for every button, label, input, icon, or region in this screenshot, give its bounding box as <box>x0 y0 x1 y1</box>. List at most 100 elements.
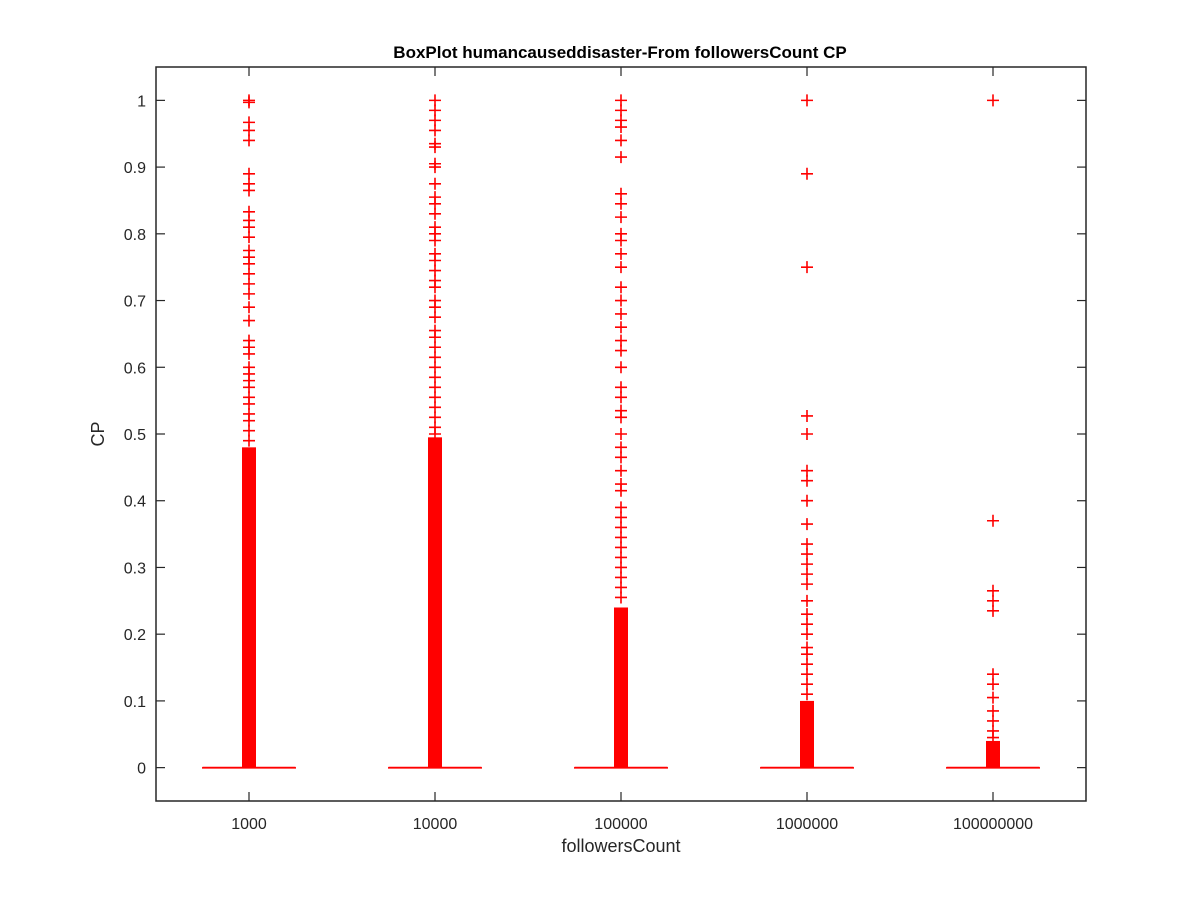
y-tick-label-7: 0.7 <box>124 294 146 311</box>
outlier-1000-3 <box>243 124 255 137</box>
outlier-1000000-17 <box>801 628 813 641</box>
outlier-1000-5 <box>243 167 255 180</box>
outlier-1000000-3 <box>801 409 813 422</box>
outlier-1000000-5 <box>801 464 813 477</box>
outlier-100000000-7 <box>987 691 999 704</box>
outlier-100000000-2 <box>987 584 999 597</box>
outlier-100000-6 <box>615 187 627 200</box>
box-10000 <box>388 767 482 769</box>
outlier-1000000-14 <box>801 594 813 607</box>
plot-area: 0 0.1 0.2 0.3 0.4 0.5 0.6 0.7 0.8 0.9 1 1000 10000 10… <box>124 67 1086 833</box>
outlier-100000-17 <box>615 334 627 347</box>
outlier-100000-1 <box>615 104 627 117</box>
outlier-1000000-16 <box>801 618 813 631</box>
outlier-10000-16 <box>429 254 441 267</box>
dense-outliers-1000 <box>242 447 256 768</box>
x-tick-label-1: 10000 <box>413 816 458 833</box>
outlier-1000-16 <box>243 277 255 290</box>
outlier-10000-5 <box>429 141 441 154</box>
y-tick-label-2: 0.2 <box>124 627 146 644</box>
dense-outliers-10000 <box>428 437 442 768</box>
outlier-100000-34 <box>615 541 627 554</box>
outlier-100000-36 <box>615 561 627 574</box>
outlier-100000000-3 <box>987 594 999 607</box>
outlier-100000-14 <box>615 294 627 307</box>
outlier-100000-37 <box>615 571 627 584</box>
outlier-10000-21 <box>429 301 441 314</box>
outlier-1000-4 <box>243 134 255 147</box>
outlier-1000000-19 <box>801 648 813 661</box>
outlier-1000000-21 <box>801 668 813 681</box>
outlier-1000000-12 <box>801 568 813 581</box>
outlier-1000000-6 <box>801 474 813 487</box>
outlier-100000-7 <box>615 197 627 210</box>
x-tick-label-3: 1000000 <box>776 816 838 833</box>
outlier-10000-26 <box>429 351 441 364</box>
y-tick-label-8: 0.8 <box>124 227 146 244</box>
dense-outliers-1000000 <box>800 700 814 768</box>
outlier-10000-24 <box>429 331 441 344</box>
y-tick-label-5: 0.5 <box>124 427 146 444</box>
box-1000 <box>202 767 296 769</box>
x-axis-label: followersCount <box>561 836 680 856</box>
outlier-100000000-5 <box>987 668 999 681</box>
outlier-100000-19 <box>615 361 627 374</box>
outlier-10000-27 <box>429 361 441 374</box>
outlier-10000-7 <box>429 161 441 174</box>
outlier-10000-17 <box>429 264 441 277</box>
outlier-10000-19 <box>429 281 441 294</box>
y-tick-label-1: 0.1 <box>124 694 146 711</box>
outlier-100000-39 <box>615 591 627 604</box>
outlier-10000-32 <box>429 411 441 424</box>
outlier-1000-28 <box>243 397 255 410</box>
outlier-100000-15 <box>615 307 627 320</box>
outlier-1000000-0 <box>801 94 813 107</box>
y-axis-label: CP <box>88 421 108 446</box>
outlier-1000000-4 <box>801 428 813 440</box>
box-group-100000000 <box>946 94 1040 769</box>
outlier-10000-10 <box>429 197 441 210</box>
outlier-10000-34 <box>429 428 441 440</box>
outlier-10000-3 <box>429 124 441 137</box>
outlier-100000-12 <box>615 261 627 274</box>
outlier-10000-30 <box>429 391 441 404</box>
outlier-100000-31 <box>615 511 627 524</box>
outlier-1000000-22 <box>801 678 813 691</box>
outlier-100000-18 <box>615 344 627 357</box>
outlier-1000-10 <box>243 221 255 234</box>
outlier-1000000-13 <box>801 578 813 591</box>
box-100000 <box>574 767 668 769</box>
x-tick-label-2: 100000 <box>594 816 647 833</box>
outlier-100000-5 <box>615 151 627 164</box>
outlier-1000-11 <box>243 231 255 244</box>
outlier-100000000-6 <box>987 678 999 691</box>
outlier-100000-38 <box>615 581 627 594</box>
outlier-10000-8 <box>429 177 441 190</box>
outlier-100000-20 <box>615 381 627 394</box>
outlier-1000-1 <box>243 96 255 109</box>
outlier-100000-27 <box>615 464 627 477</box>
box-group-10000 <box>388 94 482 769</box>
outlier-100000-16 <box>615 321 627 334</box>
outlier-1000-18 <box>243 301 255 314</box>
outlier-100000-30 <box>615 501 627 514</box>
outlier-100000-29 <box>615 484 627 497</box>
outlier-100000-0 <box>615 94 627 107</box>
outlier-1000000-23 <box>801 688 813 701</box>
outlier-1000-32 <box>243 434 255 447</box>
y-tick-label-10: 1 <box>137 93 146 110</box>
outlier-100000-35 <box>615 551 627 564</box>
outlier-100000-25 <box>615 441 627 454</box>
y-tick-label-3: 0.3 <box>124 560 146 577</box>
outlier-10000-25 <box>429 341 441 354</box>
outlier-100000-32 <box>615 521 627 534</box>
y-tick-label-4: 0.4 <box>124 494 146 511</box>
outlier-100000-26 <box>615 451 627 464</box>
outlier-100000000-1 <box>987 514 999 527</box>
outlier-100000000-9 <box>987 714 999 727</box>
outlier-1000-31 <box>243 424 255 437</box>
x-tick-label-0: 1000 <box>231 816 267 833</box>
dense-outliers-100000000 <box>986 740 1000 768</box>
box-1000000 <box>760 767 854 769</box>
